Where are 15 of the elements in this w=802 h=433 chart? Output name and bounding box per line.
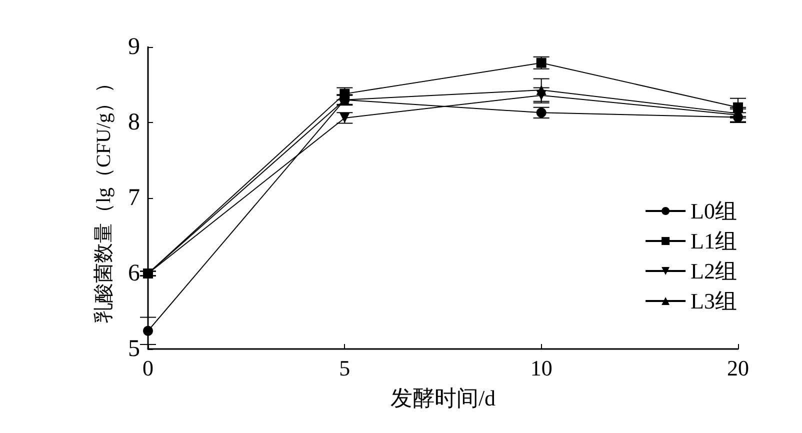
x-tick-label: 20 [727, 356, 749, 380]
y-tick-label: 8 [128, 110, 140, 136]
legend-label: L1组 [690, 228, 738, 254]
y-tick-label: 6 [128, 260, 140, 286]
y-tick-label: 5 [128, 336, 140, 362]
x-tick-label: 10 [530, 356, 552, 380]
x-tick-label: 5 [339, 356, 350, 380]
legend-label: L2组 [690, 258, 738, 284]
x-axis-title: 发酵时间/d [390, 386, 496, 410]
legend-label: L3组 [690, 288, 738, 314]
legend-label: L0组 [690, 198, 738, 224]
y-tick-label: 9 [128, 34, 140, 60]
y-axis-title: 乳酸菌数量（lg（CFU/g）） [93, 72, 115, 324]
y-tick-label: 7 [128, 185, 140, 211]
x-tick-label: 0 [142, 356, 154, 380]
